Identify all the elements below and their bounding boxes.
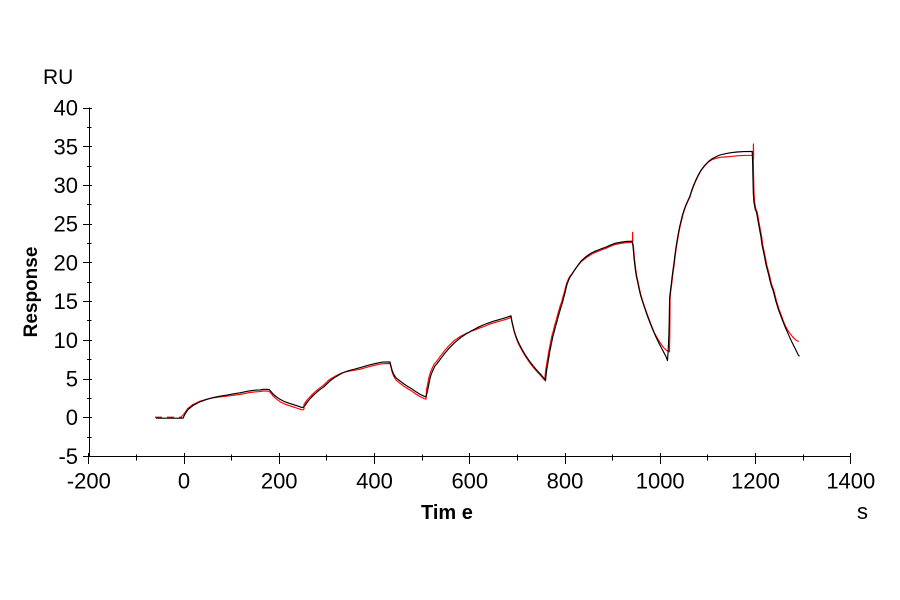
svg-text:200: 200 bbox=[261, 469, 298, 494]
svg-text:1400: 1400 bbox=[826, 469, 875, 494]
svg-text:Tim e: Tim e bbox=[421, 502, 473, 524]
svg-text:30: 30 bbox=[54, 173, 78, 198]
svg-text:20: 20 bbox=[54, 250, 78, 275]
svg-text:-5: -5 bbox=[58, 444, 78, 469]
svg-text:40: 40 bbox=[54, 96, 78, 121]
svg-text:25: 25 bbox=[54, 212, 78, 237]
svg-text:1000: 1000 bbox=[636, 469, 685, 494]
svg-text:1200: 1200 bbox=[731, 469, 780, 494]
svg-text:RU: RU bbox=[43, 66, 73, 89]
svg-text:800: 800 bbox=[547, 469, 584, 494]
svg-text:-200: -200 bbox=[67, 469, 111, 494]
svg-text:0: 0 bbox=[66, 405, 78, 430]
svg-text:5: 5 bbox=[66, 367, 78, 392]
svg-text:Response: Response bbox=[21, 247, 42, 338]
svg-text:0: 0 bbox=[178, 469, 190, 494]
svg-text:400: 400 bbox=[356, 469, 393, 494]
svg-text:600: 600 bbox=[451, 469, 488, 494]
svg-text:s: s bbox=[857, 499, 868, 524]
svg-text:10: 10 bbox=[54, 328, 78, 353]
svg-text:15: 15 bbox=[54, 289, 78, 314]
svg-text:35: 35 bbox=[54, 134, 78, 159]
